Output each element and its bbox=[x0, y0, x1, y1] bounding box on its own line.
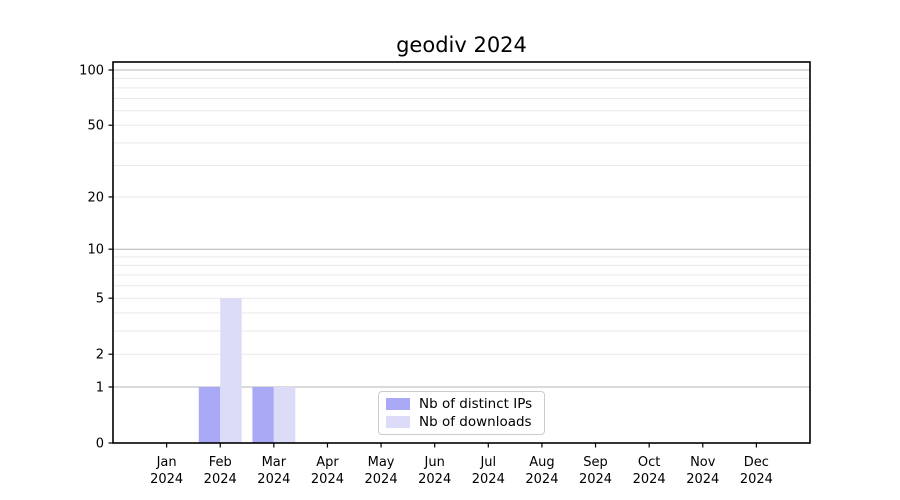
y-tick-label: 20 bbox=[87, 190, 104, 205]
x-tick-label: Oct bbox=[638, 455, 660, 470]
x-tick-label: Mar bbox=[262, 455, 287, 470]
x-tick-label: 2024 bbox=[150, 472, 183, 487]
y-tick-label: 10 bbox=[87, 243, 104, 258]
legend-item-distinct-ips: Nb of distinct IPs bbox=[386, 396, 536, 412]
y-tick-label: 100 bbox=[79, 64, 104, 79]
x-tick-label: 2024 bbox=[311, 472, 344, 487]
x-tick-label: 2024 bbox=[525, 472, 558, 487]
x-tick-label: 2024 bbox=[257, 472, 290, 487]
legend-item-downloads: Nb of downloads bbox=[386, 414, 536, 430]
bar-distinct-ips bbox=[252, 386, 274, 443]
x-tick-label: 2024 bbox=[204, 472, 237, 487]
x-tick-label: 2024 bbox=[686, 472, 719, 487]
legend: Nb of distinct IPs Nb of downloads bbox=[378, 391, 545, 435]
x-tick-label: 2024 bbox=[633, 472, 666, 487]
x-tick-label: Nov bbox=[690, 455, 716, 470]
legend-label-downloads: Nb of downloads bbox=[419, 414, 532, 430]
legend-label-distinct-ips: Nb of distinct IPs bbox=[419, 396, 533, 412]
x-tick-label: Jan bbox=[156, 455, 177, 470]
bar-downloads bbox=[273, 386, 296, 443]
y-tick-label: 0 bbox=[96, 437, 104, 452]
y-tick-label: 5 bbox=[96, 292, 104, 307]
x-tick-label: Dec bbox=[744, 455, 769, 470]
x-tick-label: Sep bbox=[583, 455, 608, 470]
legend-swatch-distinct-ips bbox=[386, 398, 410, 410]
x-tick-label: 2024 bbox=[418, 472, 451, 487]
y-tick-label: 1 bbox=[96, 380, 104, 395]
bar-distinct-ips bbox=[198, 386, 221, 443]
x-tick-label: Jun bbox=[424, 455, 445, 470]
x-tick-label: 2024 bbox=[740, 472, 773, 487]
x-tick-label: 2024 bbox=[365, 472, 398, 487]
chart-title: geodiv 2024 bbox=[396, 33, 527, 57]
x-tick-label: Jul bbox=[479, 455, 496, 470]
x-tick-label: Feb bbox=[209, 455, 232, 470]
y-tick-label: 50 bbox=[87, 119, 104, 134]
x-tick-label: 2024 bbox=[472, 472, 505, 487]
bar-downloads bbox=[220, 298, 242, 443]
x-tick-label: Apr bbox=[316, 455, 339, 470]
y-tick-label: 2 bbox=[96, 348, 104, 363]
plot-border bbox=[112, 61, 811, 444]
legend-swatch-downloads bbox=[386, 416, 410, 428]
x-tick-label: Aug bbox=[529, 455, 554, 470]
x-tick-label: 2024 bbox=[579, 472, 612, 487]
x-tick-label: May bbox=[368, 455, 395, 470]
